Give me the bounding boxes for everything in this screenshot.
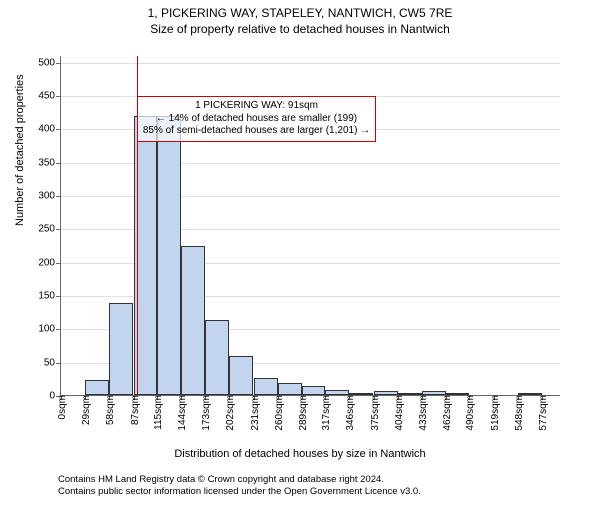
x-tick-label: 231sqm bbox=[250, 395, 261, 431]
histogram-bar bbox=[205, 320, 229, 395]
y-tick-label: 450 bbox=[38, 91, 55, 102]
info-box-line: 1 PICKERING WAY: 91sqm bbox=[143, 100, 370, 113]
info-box-line: ← 14% of detached houses are smaller (19… bbox=[143, 113, 370, 126]
footer-line-2: Contains public sector information licen… bbox=[58, 486, 421, 498]
y-tick-label: 300 bbox=[38, 191, 55, 202]
plot-area: 0501001502002503003504004505000sqm29sqm5… bbox=[60, 56, 560, 396]
y-tick-label: 250 bbox=[38, 224, 55, 235]
histogram-bar bbox=[85, 380, 109, 395]
info-box-line: 85% of semi-detached houses are larger (… bbox=[143, 125, 370, 138]
y-tick-label: 200 bbox=[38, 257, 55, 268]
histogram-bar bbox=[278, 383, 302, 395]
y-axis-title: Number of detached properties bbox=[14, 74, 26, 226]
histogram-bar bbox=[157, 116, 181, 395]
x-tick-label: 375sqm bbox=[370, 395, 381, 431]
y-tick-mark bbox=[56, 363, 61, 364]
x-tick-label: 462sqm bbox=[442, 395, 453, 431]
x-tick-label: 519sqm bbox=[490, 395, 501, 431]
y-tick-mark bbox=[56, 129, 61, 130]
chart-titles: 1, PICKERING WAY, STAPELEY, NANTWICH, CW… bbox=[0, 6, 600, 36]
x-tick-label: 404sqm bbox=[394, 395, 405, 431]
title-address: 1, PICKERING WAY, STAPELEY, NANTWICH, CW… bbox=[0, 6, 600, 20]
plot: 0501001502002503003504004505000sqm29sqm5… bbox=[60, 56, 560, 396]
y-tick-mark bbox=[56, 96, 61, 97]
y-tick-mark bbox=[56, 329, 61, 330]
y-tick-mark bbox=[56, 196, 61, 197]
x-tick-label: 289sqm bbox=[298, 395, 309, 431]
y-tick-label: 150 bbox=[38, 291, 55, 302]
y-tick-mark bbox=[56, 263, 61, 264]
x-tick-label: 58sqm bbox=[105, 395, 116, 425]
x-tick-label: 548sqm bbox=[514, 395, 525, 431]
x-axis-title: Distribution of detached houses by size … bbox=[0, 448, 600, 460]
x-tick-label: 115sqm bbox=[153, 395, 164, 430]
x-tick-label: 317sqm bbox=[321, 395, 332, 431]
x-tick-label: 87sqm bbox=[130, 395, 141, 425]
title-subtitle: Size of property relative to detached ho… bbox=[0, 22, 600, 36]
y-tick-label: 500 bbox=[38, 57, 55, 68]
x-tick-label: 346sqm bbox=[345, 395, 356, 431]
histogram-bar bbox=[302, 386, 325, 395]
x-tick-label: 0sqm bbox=[57, 395, 68, 419]
y-tick-mark bbox=[56, 163, 61, 164]
y-tick-mark bbox=[56, 63, 61, 64]
y-tick-mark bbox=[56, 296, 61, 297]
footer-line-1: Contains HM Land Registry data © Crown c… bbox=[58, 474, 421, 486]
x-tick-label: 173sqm bbox=[201, 395, 212, 431]
x-tick-label: 577sqm bbox=[538, 395, 549, 431]
x-tick-label: 433sqm bbox=[418, 395, 429, 431]
x-tick-label: 490sqm bbox=[465, 395, 476, 431]
y-tick-label: 100 bbox=[38, 324, 55, 335]
y-tick-label: 0 bbox=[49, 391, 55, 402]
x-tick-label: 29sqm bbox=[81, 395, 92, 425]
y-tick-label: 350 bbox=[38, 157, 55, 168]
histogram-bar bbox=[181, 246, 205, 395]
chart-container: 1, PICKERING WAY, STAPELEY, NANTWICH, CW… bbox=[0, 6, 600, 506]
y-tick-mark bbox=[56, 229, 61, 230]
x-tick-label: 202sqm bbox=[225, 395, 236, 431]
x-tick-label: 260sqm bbox=[274, 395, 285, 431]
histogram-bar bbox=[109, 303, 133, 395]
y-tick-label: 50 bbox=[44, 357, 55, 368]
histogram-bar bbox=[229, 356, 253, 395]
histogram-bar bbox=[254, 378, 278, 395]
x-tick-label: 144sqm bbox=[177, 395, 188, 431]
footer: Contains HM Land Registry data © Crown c… bbox=[58, 474, 421, 498]
y-tick-label: 400 bbox=[38, 124, 55, 135]
info-box: 1 PICKERING WAY: 91sqm← 14% of detached … bbox=[137, 96, 376, 142]
